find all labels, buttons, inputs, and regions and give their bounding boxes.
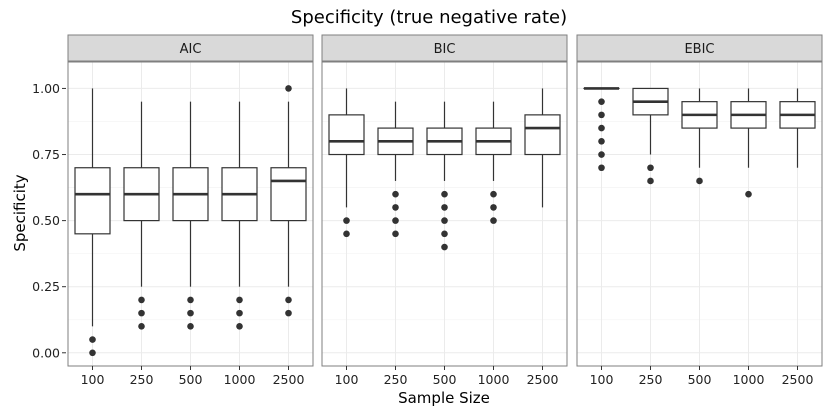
- box-body: [328, 114, 365, 156]
- facet-panel-aic: AIC 100 250 500 1000 2500: [67, 34, 314, 387]
- box-ebic-100: [583, 87, 620, 172]
- outlier-point: [392, 217, 399, 224]
- chart-title: Specificity (true negative rate): [291, 7, 567, 28]
- x-tick-label: 500: [688, 372, 712, 387]
- outlier-point: [598, 164, 605, 172]
- x-tick-label: 2500: [782, 372, 814, 387]
- outlier-point: [392, 204, 399, 211]
- outlier-point: [598, 124, 605, 132]
- facet-strip-label: BIC: [434, 42, 456, 57]
- outlier-point: [187, 323, 194, 330]
- outlier-point: [187, 309, 194, 317]
- x-tick-label: 250: [384, 372, 408, 387]
- outlier-point: [598, 138, 605, 145]
- box-bic-500: [426, 101, 463, 251]
- y-tick-label: 0.75: [32, 147, 60, 162]
- box-bic-2500: [524, 88, 561, 208]
- outlier-point: [285, 296, 292, 304]
- outlier-point: [647, 177, 654, 185]
- outlier-point: [236, 309, 243, 317]
- outlier-point: [343, 217, 350, 224]
- outlier-point: [598, 111, 605, 119]
- outlier-point: [89, 349, 96, 357]
- x-tick-label: 100: [335, 372, 359, 387]
- outlier-point: [285, 85, 292, 92]
- outlier-point: [598, 151, 605, 158]
- outlier-point: [285, 309, 292, 317]
- x-tick-label: 500: [433, 372, 457, 387]
- box-aic-2500: [270, 85, 307, 317]
- box-ebic-500: [681, 88, 718, 185]
- outlier-point: [392, 230, 399, 238]
- outlier-point: [696, 177, 703, 185]
- x-tick-label: 100: [81, 372, 105, 387]
- box-aic-100: [74, 88, 111, 357]
- x-tick-label: 1000: [224, 372, 256, 387]
- facet-panel-bic: BIC 100 250 500 1000 2500: [321, 34, 568, 387]
- outlier-point: [745, 190, 752, 198]
- x-tick-label: 2500: [527, 372, 559, 387]
- outlier-point: [441, 204, 448, 211]
- box-aic-1000: [221, 101, 258, 330]
- y-tick-label: 0.25: [32, 279, 60, 294]
- facet-panel-ebic: EBIC 100 250 500 1000 2500: [576, 34, 823, 387]
- facet-strip: [321, 34, 568, 62]
- x-axis-title: Sample Size: [398, 389, 490, 407]
- box-bic-1000: [475, 101, 512, 224]
- outlier-point: [236, 296, 243, 304]
- x-tick-label: 250: [130, 372, 154, 387]
- outlier-point: [441, 243, 448, 251]
- facet-strip-label: AIC: [180, 42, 202, 57]
- outlier-point: [490, 217, 497, 224]
- outlier-point: [441, 217, 448, 224]
- box-bic-100: [328, 88, 365, 238]
- outlier-point: [138, 309, 145, 317]
- y-tick-label: 0.00: [32, 345, 60, 360]
- outlier-point: [187, 296, 194, 304]
- facet-strip: [576, 34, 823, 62]
- y-tick-label: 0.50: [32, 213, 60, 228]
- outlier-point: [236, 323, 243, 330]
- box-ebic-1000: [730, 88, 767, 198]
- x-tick-label: 1000: [478, 372, 510, 387]
- facet-strip-label: EBIC: [684, 42, 714, 57]
- outlier-point: [138, 296, 145, 304]
- box-body: [524, 114, 561, 156]
- box-body: [270, 167, 307, 222]
- box-bic-250: [377, 101, 414, 238]
- box-body: [74, 167, 111, 235]
- y-axis: 0.00 0.25 0.50 0.75 1.00: [32, 81, 66, 360]
- outlier-point: [598, 98, 605, 105]
- outlier-point: [441, 190, 448, 198]
- box-ebic-2500: [779, 88, 816, 168]
- outlier-point: [343, 230, 350, 238]
- box-aic-500: [172, 101, 209, 330]
- x-tick-label: 100: [590, 372, 614, 387]
- x-tick-label: 2500: [273, 372, 305, 387]
- box-aic-250: [123, 101, 160, 330]
- outlier-point: [392, 190, 399, 198]
- x-tick-label: 1000: [733, 372, 765, 387]
- outlier-point: [490, 190, 497, 198]
- facet-strip: [67, 34, 314, 62]
- x-tick-label: 250: [639, 372, 663, 387]
- y-tick-label: 1.00: [32, 81, 60, 96]
- outlier-point: [89, 336, 96, 343]
- outlier-point: [138, 323, 145, 330]
- outlier-point: [490, 204, 497, 211]
- outlier-point: [441, 230, 448, 238]
- y-axis-title: Specificity: [11, 174, 29, 251]
- outlier-point: [647, 164, 654, 172]
- x-tick-label: 500: [179, 372, 203, 387]
- box-ebic-250: [632, 87, 669, 185]
- facet-panels: AIC 100 250 500 1000 2500 BIC 100 250 500 1000 2500…: [67, 34, 823, 387]
